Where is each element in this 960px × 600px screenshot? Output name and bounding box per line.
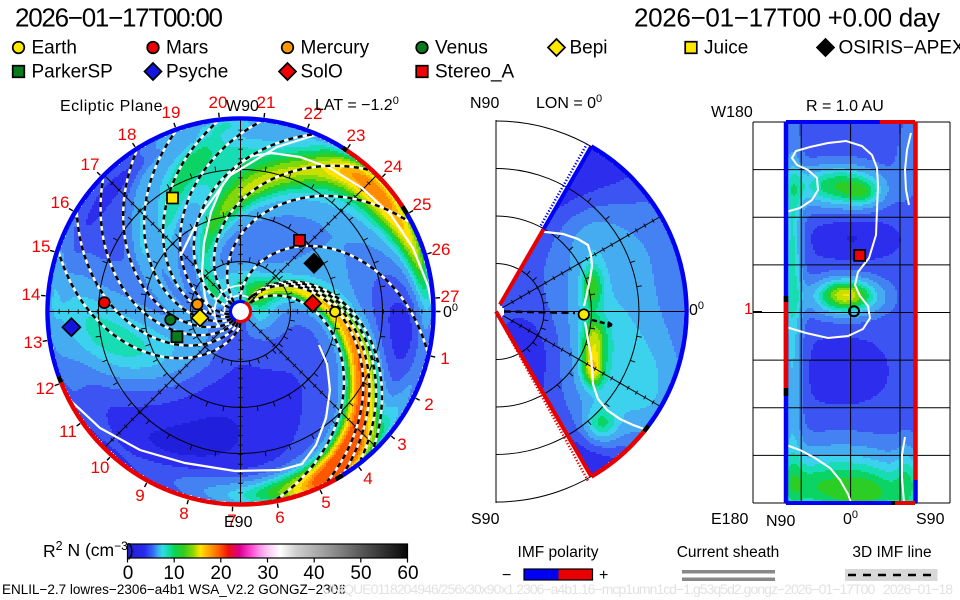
svg-text:21: 21 [257,93,276,112]
svg-text:3: 3 [397,435,406,454]
svg-text:−: − [502,567,511,584]
svg-text:19: 19 [162,103,181,122]
svg-text:SolO: SolO [301,62,343,83]
svg-text:18: 18 [118,125,137,144]
svg-text:W180: W180 [711,104,753,121]
svg-text:Stereo_A: Stereo_A [435,62,515,83]
svg-text:R = 1.0 AU: R = 1.0 AU [806,98,884,115]
svg-text:3D IMF line: 3D IMF line [852,544,931,561]
svg-text:Earth: Earth [32,38,77,59]
svg-text:60: 60 [397,563,418,584]
svg-text:10: 10 [91,458,110,477]
svg-text:2: 2 [424,395,433,414]
svg-text:ENLIL−2.7 lowres−2306−a4b1 WSA: ENLIL−2.7 lowres−2306−a4b1 WSA_V2.2 GONG… [2,582,346,597]
svg-text:+: + [599,567,608,584]
svg-text:LON = 00: LON = 00 [536,93,602,112]
svg-text:5: 5 [321,493,330,512]
svg-text:22: 22 [304,104,323,123]
svg-text:15: 15 [32,237,51,256]
svg-text:10: 10 [163,563,184,584]
svg-text:R2 N (cm−3): R2 N (cm−3) [43,539,134,561]
svg-text:20: 20 [210,563,231,584]
svg-text:OSIRIS−APEX: OSIRIS−APEX [839,38,960,59]
svg-text:2026−01−17T00:00: 2026−01−17T00:00 [15,3,223,33]
svg-text:1: 1 [744,301,753,318]
svg-text:16: 16 [51,193,70,212]
svg-text:4: 4 [363,469,372,488]
svg-text:25: 25 [413,195,432,214]
svg-text:24: 24 [384,157,403,176]
svg-text:ParkerSP: ParkerSP [32,62,113,83]
svg-text:11: 11 [59,422,77,441]
svg-text:W90: W90 [226,98,259,115]
svg-text:Venus: Venus [435,38,488,59]
svg-text:N90: N90 [470,95,499,112]
svg-text:Mars: Mars [166,38,208,59]
svg-text:17: 17 [81,155,100,174]
svg-text:13: 13 [24,333,43,352]
svg-text:27: 27 [441,287,460,306]
svg-text:6: 6 [275,508,284,527]
svg-text:7: 7 [227,511,236,530]
svg-text:IMF polarity: IMF polarity [518,544,599,561]
svg-text:S90: S90 [916,511,945,528]
svg-text:2026−01−17T00 +0.00 day: 2026−01−17T00 +0.00 day [634,3,940,33]
svg-text:14: 14 [22,285,41,304]
svg-text:Psyche: Psyche [166,62,228,83]
svg-text:Mercury: Mercury [301,38,370,59]
svg-text:50: 50 [350,563,371,584]
svg-text:1: 1 [440,349,449,368]
svg-text:20: 20 [209,93,228,112]
svg-text:UNIQUE0118204946/256x30x90x1.2: UNIQUE0118204946/256x30x90x1.2306−a4b1.1… [322,581,953,597]
svg-text:26: 26 [432,240,451,259]
svg-text:9: 9 [135,486,144,505]
svg-text:E90: E90 [224,514,253,531]
svg-text:12: 12 [36,379,55,398]
svg-text:Current sheath: Current sheath [677,544,780,561]
svg-text:8: 8 [179,504,188,523]
svg-text:Juice: Juice [704,38,748,59]
svg-text:S90: S90 [471,511,500,528]
svg-text:Ecliptic Plane: Ecliptic Plane [60,98,163,115]
svg-text:LAT = −1.20: LAT = −1.20 [315,95,399,114]
svg-text:40: 40 [303,563,324,584]
svg-text:0: 0 [123,563,134,584]
svg-text:30: 30 [257,563,278,584]
svg-text:23: 23 [347,126,366,145]
svg-text:N90: N90 [766,513,795,530]
svg-text:E180: E180 [711,511,748,528]
svg-text:Bepi: Bepi [570,38,608,59]
